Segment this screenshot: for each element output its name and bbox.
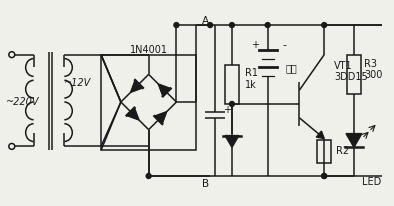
Polygon shape [346,134,362,148]
Text: R2: R2 [336,146,349,156]
Polygon shape [316,131,324,139]
Circle shape [229,23,234,28]
Bar [101,55,196,151]
Text: 1N4001: 1N4001 [130,44,167,54]
Circle shape [208,23,213,28]
Text: R1: R1 [245,68,258,78]
Polygon shape [158,85,171,97]
Text: B: B [202,178,209,188]
Bar [225,65,239,104]
Text: +: + [251,40,259,50]
Bar [347,55,361,95]
Bar [317,141,331,163]
Polygon shape [154,112,167,124]
Circle shape [174,23,179,28]
Text: -: - [282,40,286,50]
Circle shape [146,174,151,179]
Polygon shape [130,81,143,93]
Text: 1k: 1k [245,80,256,90]
Text: 3DD15: 3DD15 [334,72,368,82]
Circle shape [322,23,327,28]
Text: ~12V: ~12V [63,78,91,88]
Text: ~220V: ~220V [6,97,39,107]
Circle shape [265,23,270,28]
Polygon shape [127,108,139,121]
Text: +: + [223,104,231,114]
Circle shape [229,102,234,107]
Text: A: A [202,16,209,26]
Text: VT1: VT1 [334,60,353,70]
Polygon shape [225,136,239,148]
Circle shape [322,174,327,179]
Text: 300: 300 [364,70,382,80]
Circle shape [322,174,327,179]
Text: LED: LED [362,176,381,186]
Text: 电池: 电池 [286,63,297,73]
Text: R3: R3 [364,58,377,68]
